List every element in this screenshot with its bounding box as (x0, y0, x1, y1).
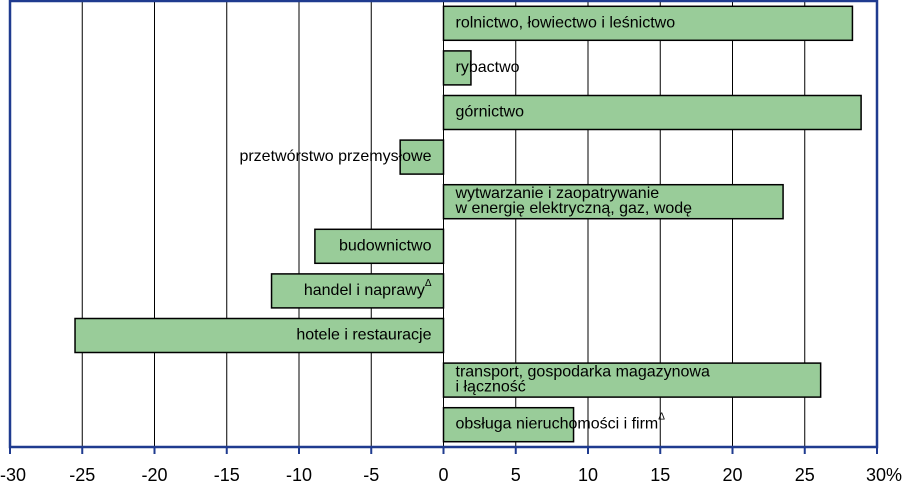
bar-label-line: budownictwo (339, 238, 432, 255)
bar (442, 406, 575, 443)
bar-label: transport, gospodarka magazynowa i łączno… (456, 364, 710, 396)
bar-label-line: rolnictwo, łowiectwo i leśnictwo (456, 15, 676, 32)
plot-frame (8, 0, 879, 449)
bar-label-line: w energię elektryczną, gaz, wodę (455, 200, 693, 217)
x-tick-label: -10 (286, 465, 312, 485)
bar (442, 362, 822, 398)
bar-label-line: handel i naprawy (304, 282, 425, 299)
x-tick-label: 5 (511, 465, 521, 485)
bar (442, 5, 854, 42)
bar (442, 183, 784, 220)
footnote-mark: Δ (425, 278, 432, 289)
x-tick-label: 10 (578, 465, 598, 485)
x-tick-label: -30 (0, 465, 26, 485)
bar (74, 317, 445, 354)
bar-label: hotele i restauracje (296, 327, 431, 344)
x-tick-label: 15 (650, 465, 670, 485)
bar-label: budownictwo (339, 238, 432, 255)
x-tick-label: 25 (795, 465, 815, 485)
bar-label-line: przetwórstwo przemysłowe (239, 148, 431, 165)
bar-label: górnictwo (456, 104, 525, 121)
footnote-mark: Δ (658, 411, 665, 422)
bar (270, 273, 445, 309)
bar-label: rolnictwo, łowiectwo i leśnictwo (456, 15, 676, 32)
bar-label-line: rybactwo (456, 59, 520, 76)
bar-label-line: hotele i restauracje (296, 327, 431, 344)
bar-label: przetwórstwo przemysłowe (239, 148, 431, 165)
bar (314, 228, 445, 265)
x-tick-label: 20 (722, 465, 742, 485)
x-tick-label: -15 (214, 465, 240, 485)
bar-label: wytwarzanie i zaopatrywanie w energię ele… (455, 185, 693, 217)
bar-label: obsługa nieruchomości i firmΔ (456, 411, 666, 433)
bar-label-line: i łączność (456, 379, 526, 396)
bar-label: rybactwo (456, 59, 520, 76)
x-tick-label: 30% (866, 465, 902, 485)
x-tick-label: -25 (69, 465, 95, 485)
bar (442, 50, 472, 86)
x-tick-label: -5 (363, 465, 379, 485)
bar-label-line: obsługa nieruchomości i firm (456, 416, 659, 433)
bar-label: handel i naprawyΔ (304, 278, 432, 300)
bar (399, 139, 445, 175)
x-tick-label: -20 (141, 465, 167, 485)
x-tick-label: 0 (438, 465, 448, 485)
bar-label-line: wytwarzanie i zaopatrywanie (455, 185, 660, 202)
bar (442, 94, 862, 131)
bar-label-line: transport, gospodarka magazynowa (456, 364, 710, 381)
bar-label-line: górnictwo (456, 104, 525, 121)
